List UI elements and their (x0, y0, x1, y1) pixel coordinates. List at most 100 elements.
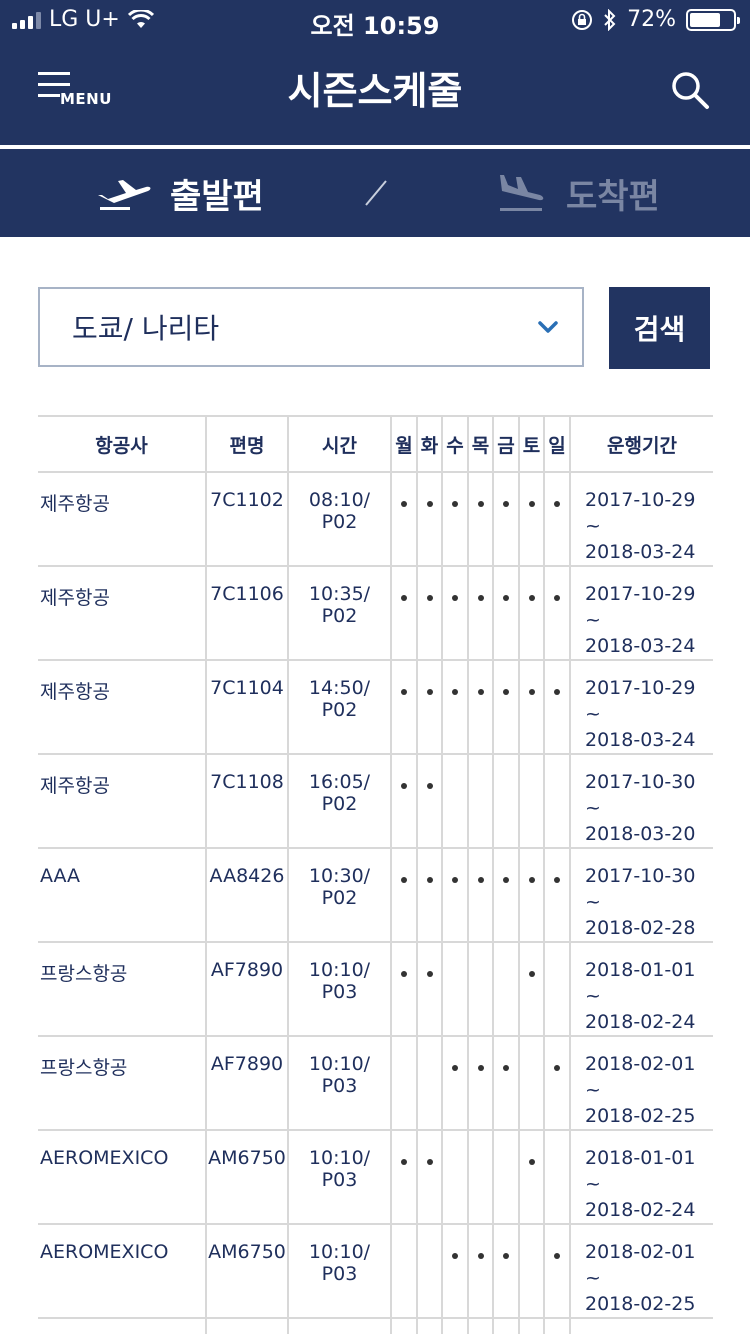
operating-day-dot (528, 1159, 535, 1165)
day-cell (493, 942, 520, 1037)
day-cell (468, 754, 494, 849)
table-body: 제주항공 7C1102 08:10/ P02 2017-10-29 ~2018-03-… (38, 472, 713, 1334)
table-row: 제주항공 7C1104 14:50/ P02 2017-10-29 ~ 2018-03-… (38, 660, 713, 755)
time-cell: 10:10/ P03 (288, 942, 392, 1037)
operating-day-dot (528, 689, 535, 695)
operating-day-dot (503, 501, 509, 507)
day-cell (544, 472, 571, 567)
day-cell (519, 1036, 545, 1131)
status-bar: LG U+ 오전 10:59 72% (0, 0, 750, 40)
operating-day-dot (503, 877, 509, 883)
column-header-thu: 목 (468, 416, 494, 473)
day-cell (391, 942, 418, 1037)
day-cell (417, 754, 443, 849)
period-start: 2017-10-29 ~ (585, 583, 696, 631)
city-select[interactable]: 도쿄/ 나리타 (38, 287, 584, 367)
search-button[interactable]: 검색 (609, 287, 710, 369)
day-cell (544, 566, 571, 661)
day-cell (417, 660, 443, 755)
flight-cell: AF7890 (206, 1036, 289, 1131)
day-cell (417, 848, 443, 943)
day-cell (442, 1036, 469, 1131)
period-cell: 2018-02-01 ~ 2018-02-25 (570, 1036, 713, 1131)
airline-cell: AEROMEXICO (38, 1130, 207, 1225)
period-cell: 2018-01-01 ~2018-02-24 (570, 1130, 713, 1225)
day-cell (468, 942, 494, 1037)
carrier-info: LG U+ (12, 7, 154, 32)
table-row: AEROMEXICO AM6750 10:10/ P03 2018-01-01 ~20… (38, 1130, 713, 1225)
flight-cell: AM6750 (206, 1224, 289, 1319)
tab-divider (365, 180, 387, 206)
tab-arrival[interactable]: 도착편 (494, 149, 660, 237)
flight-cell: AA8426 (206, 848, 289, 943)
table-row: 프랑스항공 AF7890 10:10/ P03 2018-02-01 ~2018-02… (38, 1036, 713, 1131)
day-cell (544, 754, 571, 849)
period-start: 2017-10-30 ~ (585, 771, 696, 819)
day-cell (391, 472, 418, 567)
time-cell: 10:10/ P03 (288, 1318, 392, 1334)
battery-fill (690, 12, 721, 27)
period-cell: 2017-10-29 ~ 2018-03-24 (570, 472, 713, 567)
search-icon[interactable] (670, 70, 710, 110)
column-header-sat: 토 (519, 416, 545, 473)
day-cell (519, 1224, 545, 1319)
airline-cell: 델타항공 (38, 1318, 207, 1334)
airline-cell: AEROMEXICO (38, 1224, 207, 1319)
day-cell (468, 1318, 494, 1334)
day-cell (544, 1318, 571, 1334)
operating-day-dot (503, 1253, 509, 1259)
period-cell: 2018-01-01 ~2018-02-24 (570, 1318, 713, 1334)
operating-day-dot (554, 595, 560, 601)
operating-day-dot (452, 1253, 458, 1259)
airline-cell: 제주항공 (38, 566, 207, 661)
day-cell (493, 1318, 520, 1334)
airline-cell: 프랑스항공 (38, 942, 207, 1037)
day-cell (468, 472, 494, 567)
day-cell (493, 1130, 520, 1225)
operating-day-dot (426, 783, 433, 789)
table-row: 프랑스항공 AF7890 10:10/ P03 2018-01-01 ~ 2018-02… (38, 942, 713, 1037)
table-row: 제주항공 7C1106 10:35/ P02 2017-10-29 ~ 2018-03-… (38, 566, 713, 661)
day-cell (468, 1130, 494, 1225)
day-cell (417, 472, 443, 567)
operating-day-dot (554, 1253, 560, 1259)
operating-day-dot (503, 689, 509, 695)
period-start: 2017-10-29 ~ (585, 677, 696, 725)
rotation-lock-icon (572, 9, 593, 30)
page-title: 시즌스케줄 (287, 69, 463, 113)
time-cell: 10:10/ P03 (288, 1130, 392, 1225)
operating-day-dot (401, 971, 407, 977)
operating-day-dot (401, 1159, 407, 1165)
period-end: 2018-03-20 (585, 823, 696, 845)
operating-day-dot (528, 877, 535, 883)
tab-departure[interactable]: 출발편 (96, 149, 264, 237)
day-cell (391, 1224, 418, 1319)
day-cell (417, 942, 443, 1037)
day-cell (417, 1130, 443, 1225)
day-cell (442, 848, 469, 943)
operating-day-dot (554, 689, 560, 695)
operating-day-dot (452, 1065, 458, 1071)
day-cell (493, 754, 520, 849)
day-cell (544, 660, 571, 755)
day-cell (519, 1318, 545, 1334)
menu-button[interactable]: MENU (38, 70, 118, 110)
operating-day-dot (528, 971, 535, 977)
flight-cell: 7C1108 (206, 754, 289, 849)
time-cell: 08:10/ P02 (288, 472, 392, 567)
period-end: 2018-02-24 (585, 1199, 696, 1221)
period-end: 2018-02-25 (585, 1293, 696, 1315)
day-cell (493, 660, 520, 755)
period-start: 2018-02-01 ~ (585, 1053, 696, 1101)
operating-day-dot (426, 595, 433, 601)
day-cell (519, 754, 545, 849)
day-cell (519, 848, 545, 943)
day-cell (417, 1224, 443, 1319)
day-cell (391, 1036, 418, 1131)
table-row: 제주항공 7C1108 16:05/ P02 2017-10-30 ~ 2018-03-… (38, 754, 713, 849)
day-cell (493, 566, 520, 661)
airline-cell: 제주항공 (38, 472, 207, 567)
day-cell (519, 566, 545, 661)
day-cell (442, 472, 469, 567)
day-cell (442, 1224, 469, 1319)
